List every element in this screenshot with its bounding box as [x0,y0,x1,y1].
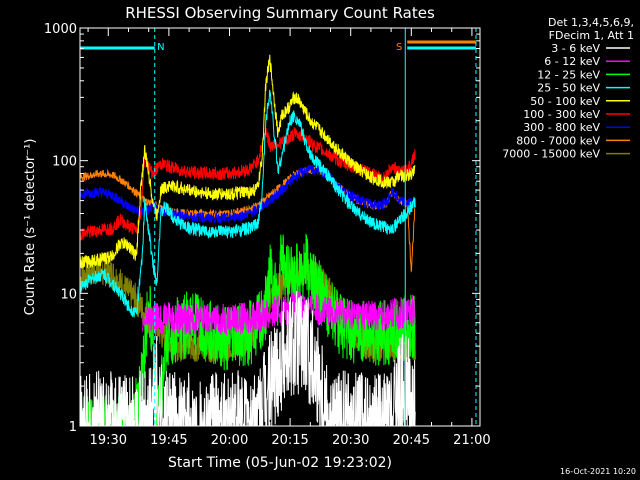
x-tick-label: 20:15 [271,433,308,448]
flag-label-n: N [157,42,164,53]
y-tick-label: 100 [52,155,77,170]
legend-header-line: FDecim 1, Att 1 [549,29,634,42]
legend: Det 1,3,4,5,6,9,FDecim 1, Att 13 - 6 keV… [502,16,634,161]
y-tick-label: 10 [60,287,77,302]
series-line-5 [79,54,416,269]
y-tick-label: 1 [69,420,77,435]
y-axis-label: Count Rate (s⁻¹ detector⁻¹) [23,139,38,316]
series-line-7 [79,163,416,224]
x-tick-label: 20:30 [332,433,369,448]
legend-entry-label: 12 - 25 keV [537,68,600,81]
x-tick-label: 19:30 [90,433,127,448]
footer-date: 16-Oct-2021 10:20 [560,467,636,476]
chart-title: RHESSI Observing Summary Count Rates [125,4,435,22]
legend-header-line: Det 1,3,4,5,6,9, [548,16,634,29]
x-tick-label: 19:45 [150,433,187,448]
series-line-4 [79,89,416,318]
series-line-1 [79,290,416,428]
legend-entry-label: 25 - 50 keV [537,82,600,95]
x-tick-label: 20:00 [211,433,248,448]
y-tick-label: 1000 [44,22,77,37]
legend-entry-label: 3 - 6 keV [551,42,600,55]
ticks-layer: 19:30 19:45 20:00 20:15 20:30 20:45 21:00 1 10 10… [44,22,491,448]
x-tick-label: 20:45 [393,433,430,448]
flag-label-s: S [396,42,402,53]
legend-entry-label: 800 - 7000 keV [516,134,600,147]
legend-entry-label: 300 - 800 keV [523,121,600,134]
x-axis-label: Start Time (05-Jun-02 19:23:02) [168,455,392,471]
legend-entry-label: 50 - 100 keV [530,95,600,108]
series-line-2 [142,291,416,336]
series-layer [79,54,416,428]
legend-entry-label: 6 - 12 keV [544,55,600,68]
x-tick-label: 21:00 [453,433,490,448]
legend-entry-label: 100 - 300 keV [523,108,600,121]
plot-frame [79,27,481,427]
legend-entry-label: 7000 - 15000 keV [502,148,600,161]
